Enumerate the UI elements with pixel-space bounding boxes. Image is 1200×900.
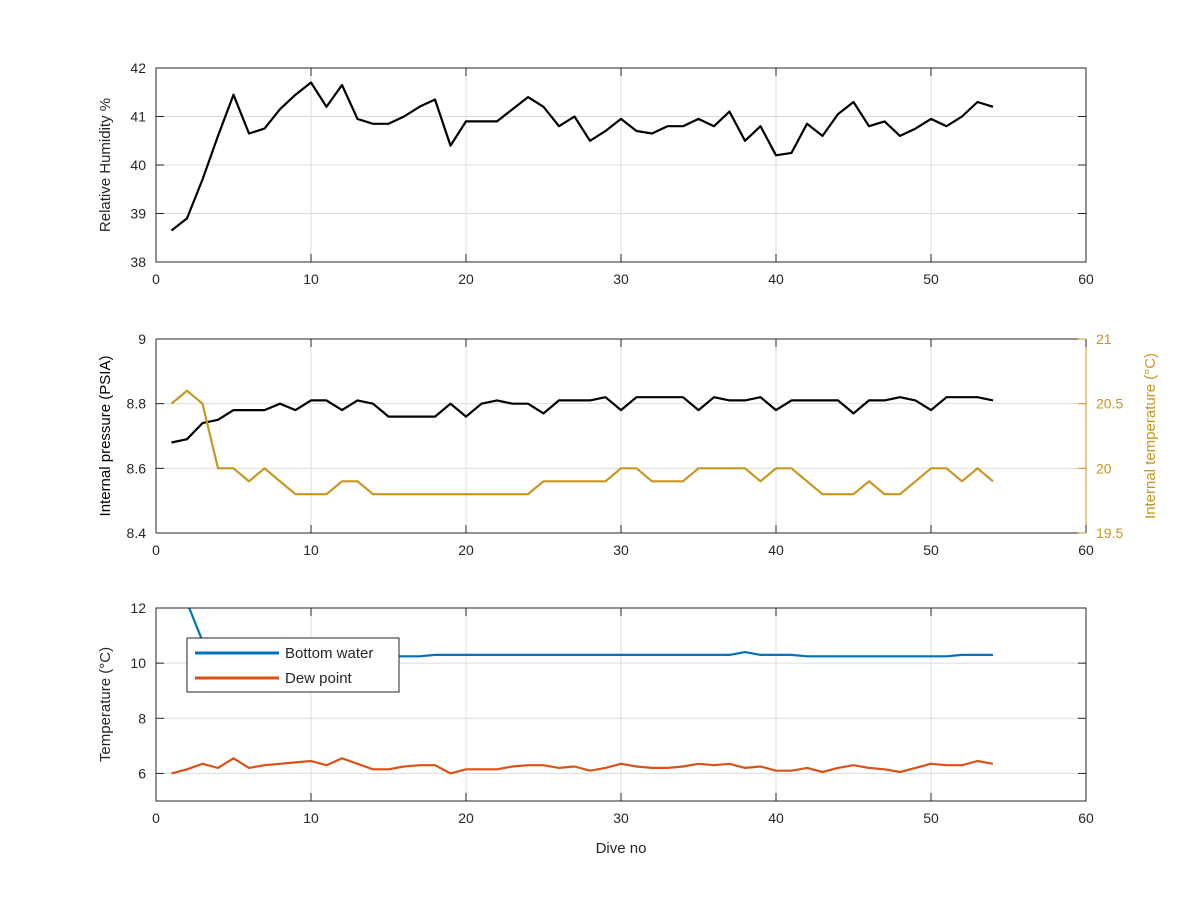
y-right-tick-label: 21 bbox=[1096, 331, 1112, 347]
x-tick-label: 40 bbox=[768, 542, 784, 558]
pressure-temperature-panel: 0 10 20 30 40 50 60 8.4 8.6 8.8 9 19.5 20 20.5 21 Inter… bbox=[97, 331, 1159, 558]
legend-box bbox=[186, 637, 400, 693]
series-line-dew-point bbox=[171, 757, 994, 775]
legend-label: Dew point bbox=[285, 670, 353, 687]
x-tick-label: 10 bbox=[303, 542, 319, 558]
x-tick-label: 50 bbox=[923, 810, 939, 826]
y-tick-label: 6 bbox=[138, 765, 146, 781]
x-tick-label: 10 bbox=[303, 271, 319, 287]
legend-label: Bottom water bbox=[285, 645, 373, 662]
y-tick-label: 39 bbox=[130, 206, 146, 222]
x-tick-label: 0 bbox=[152, 810, 160, 826]
y-tick-label: 8 bbox=[138, 710, 146, 726]
y-tick-label: 42 bbox=[130, 60, 146, 76]
x-tick-label: 20 bbox=[458, 271, 474, 287]
x-tick-label: 50 bbox=[923, 542, 939, 558]
y-tick-label: 8.6 bbox=[127, 460, 147, 476]
x-axis-label: Dive no bbox=[596, 840, 647, 857]
series-line-right-axis bbox=[170, 389, 994, 496]
y-right-tick-label: 19.5 bbox=[1096, 525, 1123, 541]
y-right-tick-label: 20.5 bbox=[1096, 396, 1123, 412]
legend: Bottom water Dew point bbox=[186, 637, 400, 693]
x-tick-label: 40 bbox=[768, 271, 784, 287]
x-tick-label: 20 bbox=[458, 542, 474, 558]
x-tick-label: 20 bbox=[458, 810, 474, 826]
series-line-left-axis bbox=[171, 396, 994, 444]
x-tick-label: 30 bbox=[613, 810, 629, 826]
y-tick-label: 12 bbox=[130, 600, 146, 616]
x-tick-label: 0 bbox=[152, 542, 160, 558]
x-tick-label: 60 bbox=[1078, 542, 1094, 558]
y-tick-label: 38 bbox=[130, 254, 146, 270]
y-tick-label: 9 bbox=[138, 331, 146, 347]
x-tick-label: 60 bbox=[1078, 810, 1094, 826]
x-tick-label: 60 bbox=[1078, 271, 1094, 287]
y-right-tick-label: 20 bbox=[1096, 460, 1112, 476]
x-tick-label: 50 bbox=[923, 271, 939, 287]
x-tick-label: 30 bbox=[613, 271, 629, 287]
y-axis-label: Temperature (°C) bbox=[97, 647, 114, 762]
series-line-left-axis bbox=[170, 81, 994, 232]
humidity-panel: 0 10 20 30 40 50 60 38 39 40 41 42 Relative Humidity… bbox=[97, 60, 1094, 287]
y-tick-label: 8.4 bbox=[127, 525, 147, 541]
y-axis-label: Internal pressure (PSIA) bbox=[97, 356, 114, 517]
x-tick-label: 40 bbox=[768, 810, 784, 826]
x-tick-label: 0 bbox=[152, 271, 160, 287]
y-axis-label-right: Internal temperature (°C) bbox=[1142, 353, 1159, 519]
y-tick-label: 10 bbox=[130, 655, 146, 671]
x-tick-label: 30 bbox=[613, 542, 629, 558]
x-tick-label: 10 bbox=[303, 810, 319, 826]
y-tick-label: 8.8 bbox=[127, 396, 147, 412]
y-tick-label: 40 bbox=[130, 157, 146, 173]
y-axis-label: Relative Humidity % bbox=[97, 98, 114, 232]
y-tick-label: 41 bbox=[130, 109, 146, 125]
temperature-panel: 0 10 20 30 40 50 60 6 8 10 12 Temperature (°C) Dive … bbox=[97, 600, 1094, 857]
